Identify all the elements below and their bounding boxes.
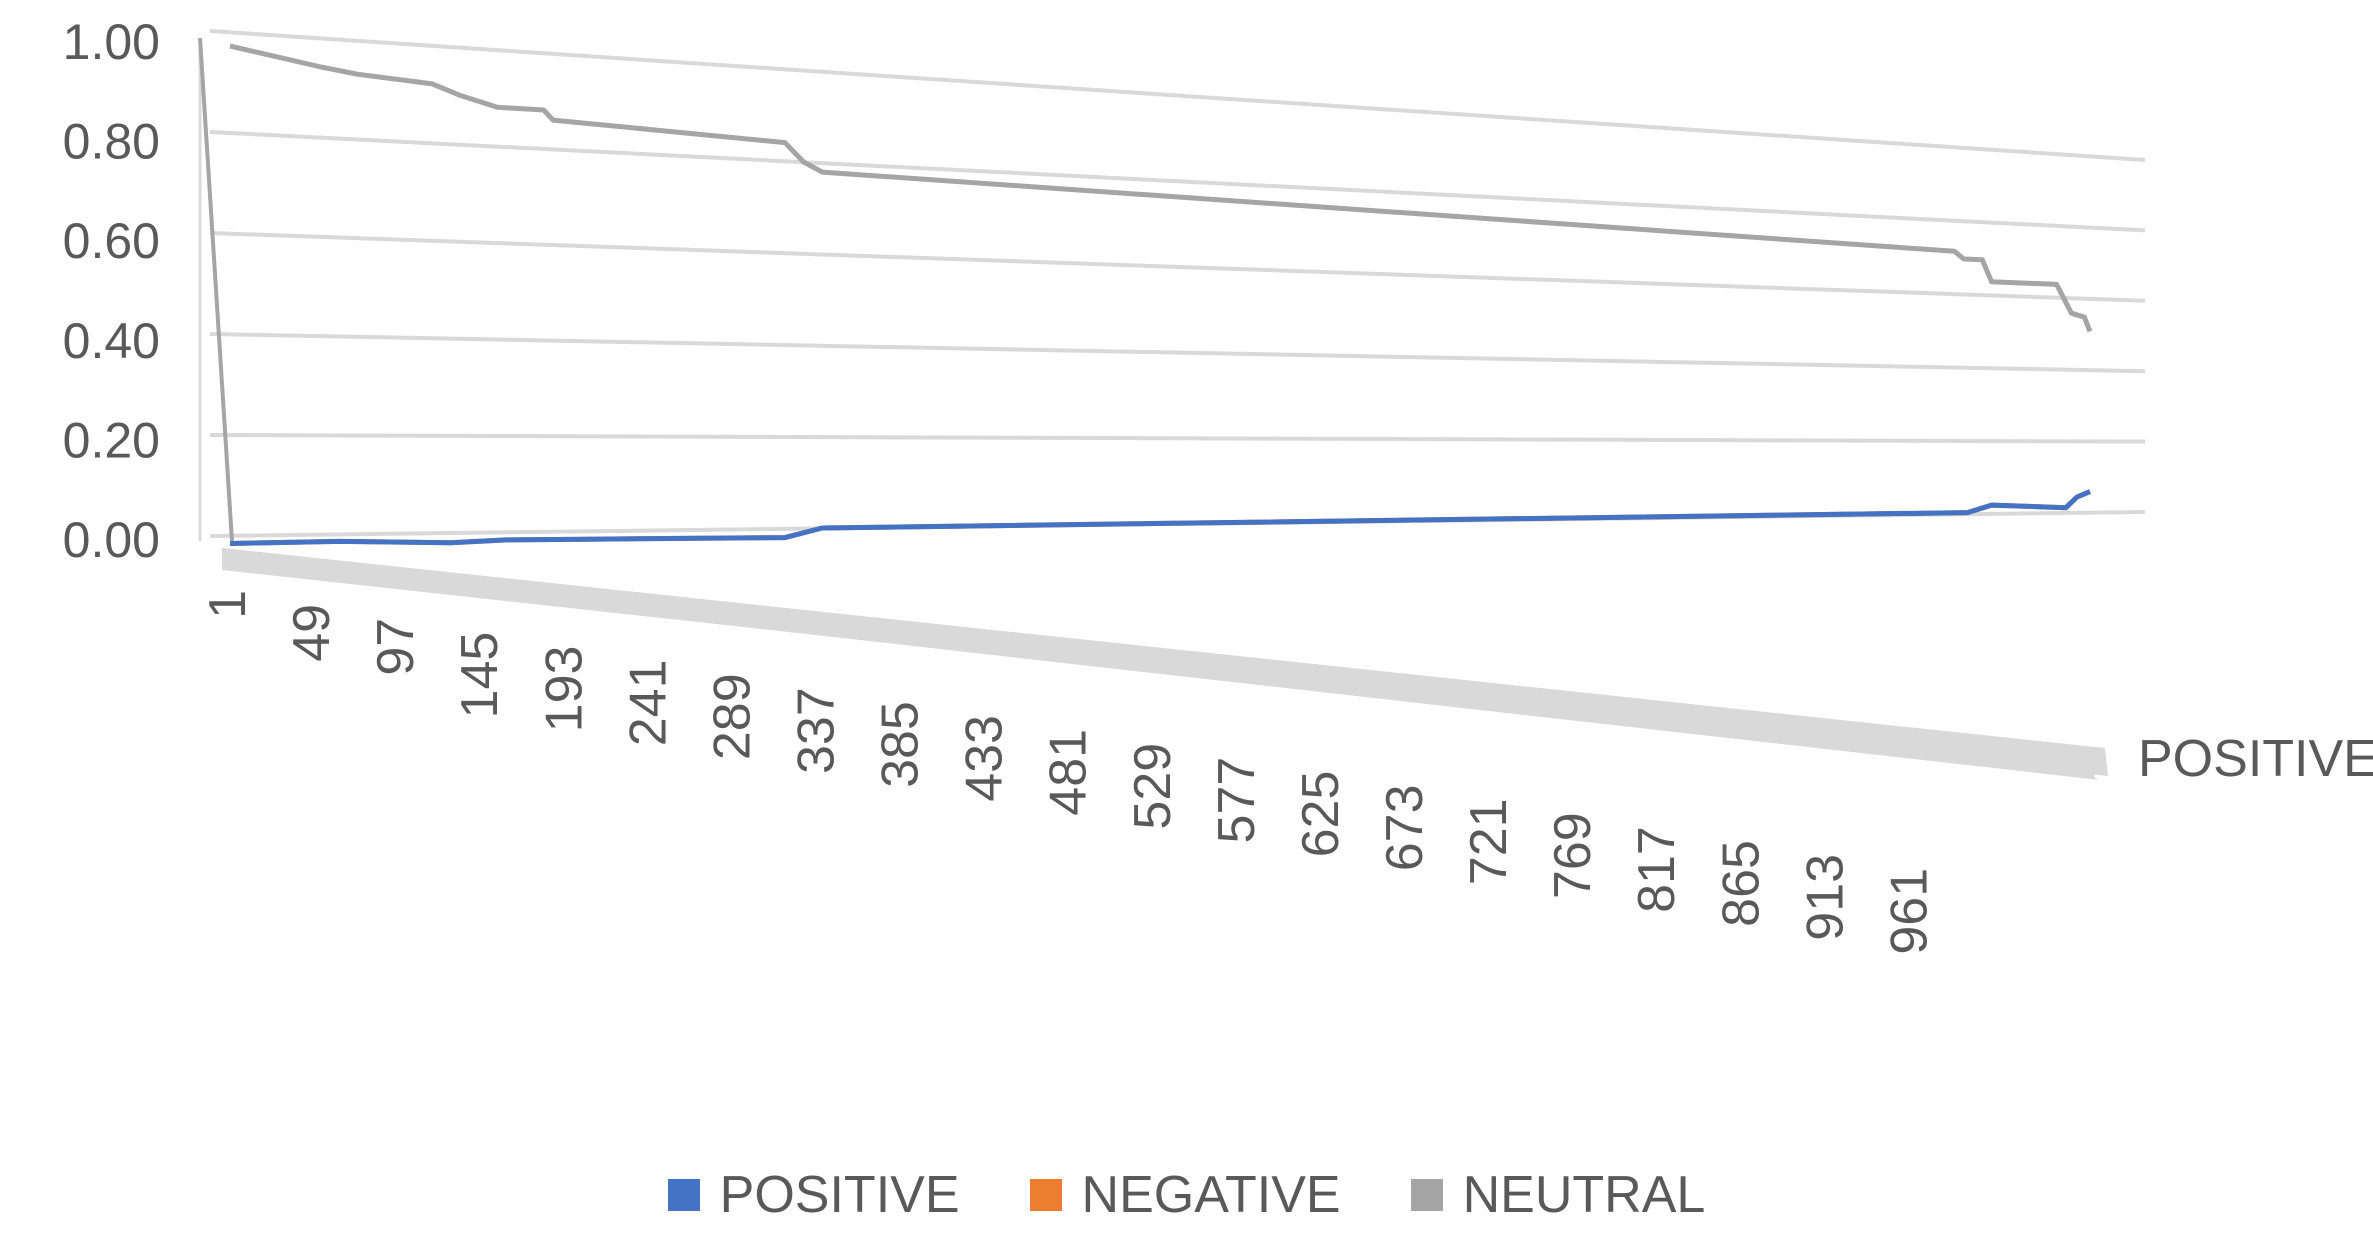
y-tick-label: 0.60 <box>63 213 160 269</box>
x-tick-label: 289 <box>703 673 761 760</box>
x-tick-label: 481 <box>1040 729 1098 816</box>
x-tick-label: 529 <box>1124 743 1182 830</box>
gridline <box>209 130 2146 233</box>
y-tick-label: 0.00 <box>63 512 160 568</box>
legend-label-negative: NEGATIVE <box>1081 1166 1341 1224</box>
chart-floor <box>222 548 2108 780</box>
series-line-positive <box>229 489 2091 546</box>
x-tick-label: 145 <box>451 632 509 719</box>
legend-swatch-negative <box>1029 1179 1062 1211</box>
x-tick-label: 433 <box>956 715 1014 802</box>
series-lines <box>198 37 2093 546</box>
series-line-neutral <box>229 43 2093 333</box>
legend-item-neutral[interactable]: NEUTRAL <box>1410 1165 1706 1225</box>
legend-item-positive[interactable]: POSITIVE <box>667 1165 960 1225</box>
legend-label-positive: POSITIVE <box>719 1166 960 1224</box>
x-tick-label: 913 <box>1796 854 1854 941</box>
y-axis-ticks: 1.00 0.80 0.60 0.40 0.20 0.00 <box>63 14 160 568</box>
gridline <box>209 332 2146 374</box>
legend-item-negative[interactable]: NEGATIVE <box>1029 1165 1341 1225</box>
gridline <box>209 29 2146 162</box>
x-tick-label: 577 <box>1208 757 1266 844</box>
neutral-drop-line <box>198 37 234 542</box>
x-tick-label: 385 <box>872 701 930 788</box>
x-tick-label: 241 <box>619 659 677 746</box>
y-tick-label: 0.40 <box>63 313 160 369</box>
x-tick-label: 673 <box>1376 784 1434 871</box>
x-tick-label: 961 <box>1880 868 1938 955</box>
floor-strip <box>222 548 2108 776</box>
y-tick-label: 0.80 <box>63 114 160 170</box>
legend-label-neutral: NEUTRAL <box>1462 1166 1706 1224</box>
depth-axis-label: POSITIVE <box>2138 730 2373 788</box>
x-tick-label: 1 <box>199 590 257 619</box>
legend-swatch-positive <box>667 1179 700 1211</box>
y-tick-label: 1.00 <box>63 14 160 70</box>
legend-swatch-neutral <box>1410 1179 1443 1211</box>
gridline <box>209 231 2146 303</box>
legend: POSITIVE NEGATIVE NEUTRAL <box>0 1165 2373 1225</box>
x-tick-label: 769 <box>1544 812 1602 899</box>
gridlines <box>198 29 2146 541</box>
x-tick-label: 625 <box>1292 771 1350 858</box>
x-tick-label: 49 <box>283 604 341 662</box>
x-tick-label: 817 <box>1628 826 1686 913</box>
gridline <box>209 433 2146 444</box>
x-tick-label: 97 <box>367 618 425 676</box>
x-tick-label: 721 <box>1460 798 1518 885</box>
x-tick-label: 337 <box>788 687 846 774</box>
x-tick-label: 865 <box>1712 840 1770 927</box>
x-tick-label: 193 <box>535 646 593 733</box>
y-tick-label: 0.20 <box>63 412 160 468</box>
x-axis-ticks: 1 49 97 145 193 241 289 337 385 433 481 529 577 625 67… <box>199 590 1938 955</box>
